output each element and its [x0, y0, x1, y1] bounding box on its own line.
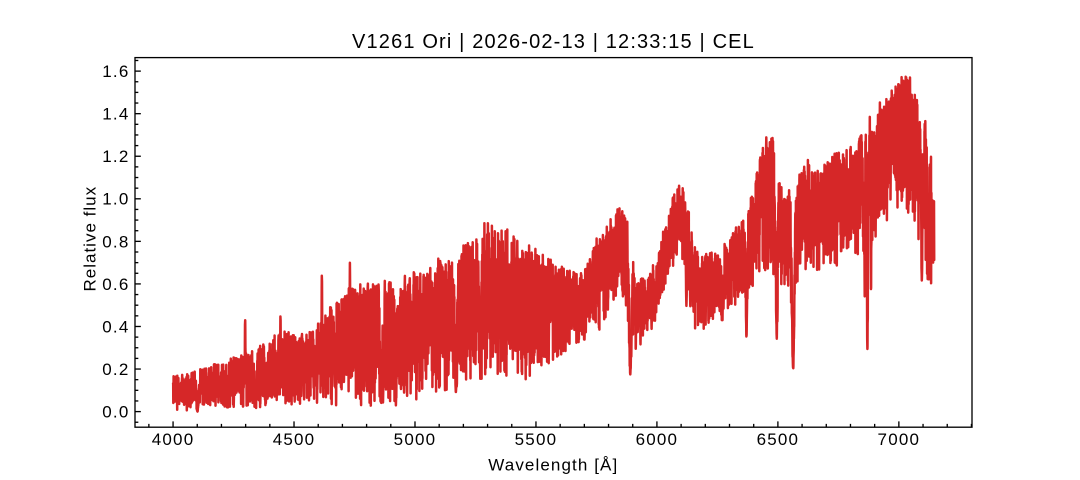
svg-text:4000: 4000 [152, 430, 195, 449]
svg-text:7000: 7000 [878, 430, 921, 449]
svg-text:1.6: 1.6 [102, 62, 129, 81]
svg-text:0.2: 0.2 [102, 360, 129, 379]
svg-text:5500: 5500 [515, 430, 558, 449]
svg-text:1.2: 1.2 [102, 147, 129, 166]
svg-text:Relative flux: Relative flux [80, 186, 99, 292]
svg-text:0.4: 0.4 [102, 317, 129, 336]
svg-text:1.4: 1.4 [102, 105, 129, 124]
svg-text:6000: 6000 [636, 430, 679, 449]
svg-text:6500: 6500 [757, 430, 800, 449]
svg-text:0.8: 0.8 [102, 232, 129, 251]
svg-text:5000: 5000 [394, 430, 437, 449]
svg-text:V1261 Ori | 2026-02-13 | 12:33: V1261 Ori | 2026-02-13 | 12:33:15 | CEL [352, 31, 755, 53]
svg-text:0.6: 0.6 [102, 275, 129, 294]
svg-text:Wavelength [Å]: Wavelength [Å] [488, 456, 618, 475]
svg-text:0.0: 0.0 [102, 403, 129, 422]
svg-text:1.0: 1.0 [102, 190, 129, 209]
svg-text:4500: 4500 [273, 430, 316, 449]
